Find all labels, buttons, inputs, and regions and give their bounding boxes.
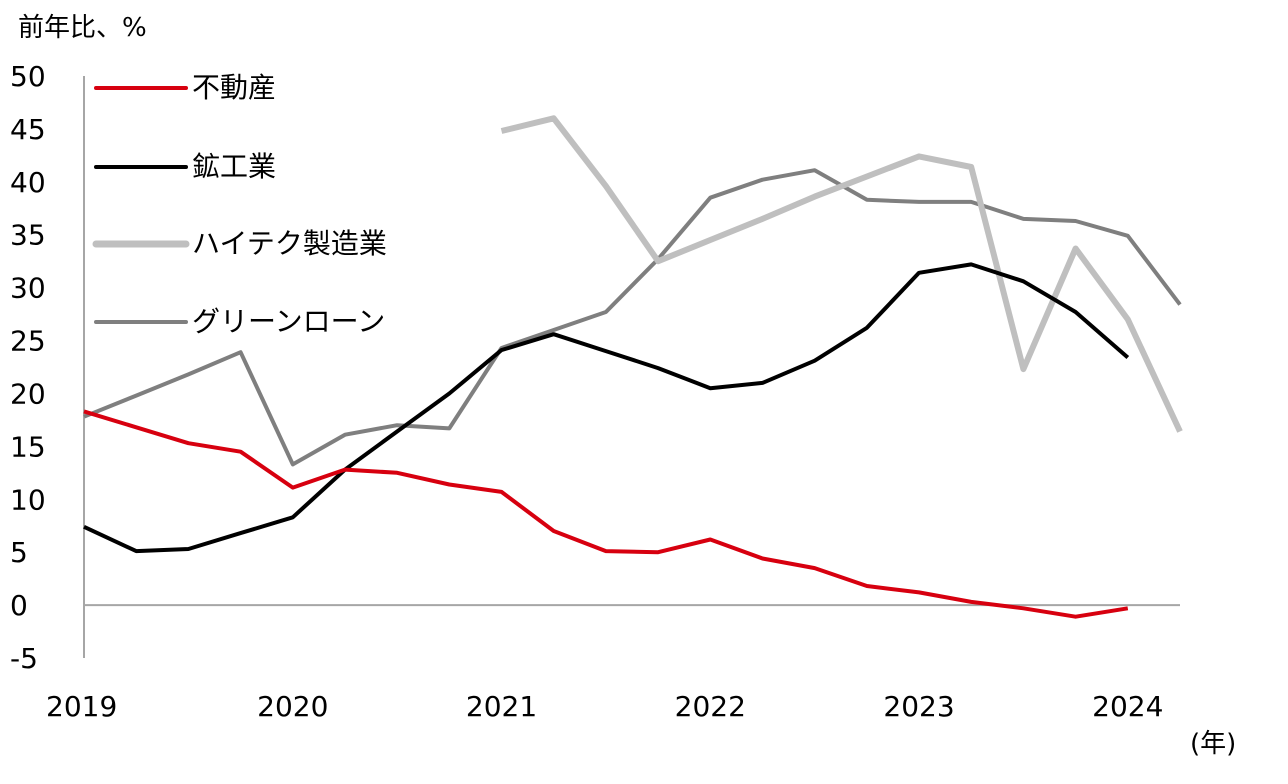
x-tick-labels: 2019 2020 2021 2022 2023 2024 — [46, 690, 1163, 723]
series-line-1 — [83, 262, 1130, 554]
series-line-0 — [83, 409, 1129, 619]
legend-label: 不動産 — [192, 71, 276, 104]
y-tick-label: 0 — [10, 589, 28, 622]
y-tick-label: 35 — [10, 219, 46, 252]
series-line-2 — [500, 115, 1183, 433]
y-tick-label: 30 — [10, 272, 46, 305]
y-axis-unit-label: 前年比、% — [18, 13, 147, 43]
legend-label: グリーンローン — [192, 305, 385, 338]
y-tick-label: 15 — [10, 430, 46, 463]
y-tick-label: 5 — [10, 536, 28, 569]
x-tick-label: 2024 — [1092, 690, 1163, 723]
series-line-3 — [83, 168, 1182, 467]
x-axis-unit-label: (年) — [1190, 729, 1236, 759]
y-tick-label: 20 — [10, 377, 46, 410]
x-tick-label: 2020 — [257, 690, 328, 723]
x-tick-label: 2021 — [466, 690, 537, 723]
x-tick-label: 2023 — [883, 690, 954, 723]
x-tick-label: 2022 — [675, 690, 746, 723]
y-tick-label: 45 — [10, 113, 46, 146]
y-tick-label: 50 — [10, 60, 46, 93]
y-tick-label: -5 — [10, 642, 38, 675]
series-lines — [83, 115, 1183, 619]
legend-label: 鉱工業 — [192, 150, 276, 183]
y-tick-label: 25 — [10, 325, 46, 358]
y-tick-label: 10 — [10, 483, 46, 516]
y-tick-label: 40 — [10, 166, 46, 199]
x-tick-label: 2019 — [46, 690, 117, 723]
legend-label: ハイテク製造業 — [192, 227, 387, 260]
